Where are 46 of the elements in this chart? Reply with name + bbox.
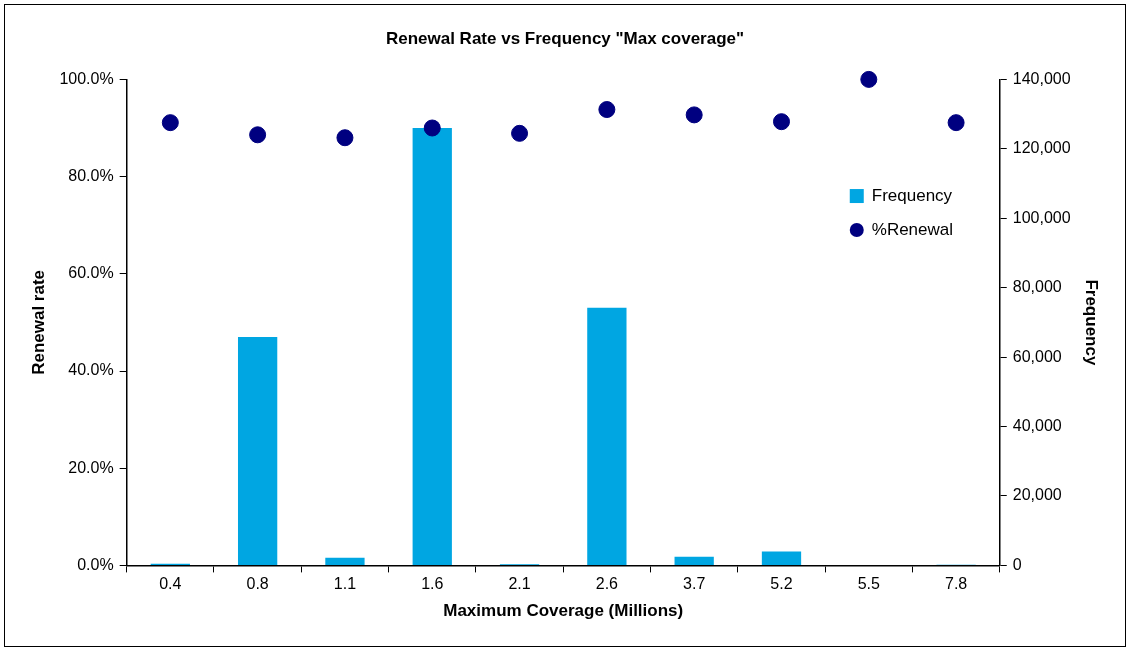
x-tick-label: 5.2: [770, 575, 793, 593]
x-tick-label: 2.6: [595, 575, 619, 593]
point: [772, 113, 790, 131]
legend-label: %Renewal: [871, 219, 954, 239]
bar: [412, 128, 452, 565]
point: [947, 114, 965, 132]
bar: [587, 307, 627, 565]
x-tick-label: 1.6: [421, 575, 444, 593]
y2-tick-label: 140,000: [1012, 69, 1071, 87]
y-tick-label: 20.0%: [68, 458, 114, 476]
y2-tick-label: 20,000: [1012, 486, 1062, 504]
bar: [325, 557, 365, 565]
x-tick-label: 7.8: [944, 575, 968, 593]
x-tick-label: 3.7: [683, 575, 706, 593]
y2-tick-label: 80,000: [1012, 278, 1062, 296]
x-tick-label: 5.5: [857, 575, 881, 593]
point: [423, 119, 441, 137]
point: [249, 126, 267, 144]
chart-title: Renewal Rate vs Frequency "Max coverage": [385, 28, 745, 48]
bar: [674, 556, 714, 565]
y-tick-label: 100.0%: [59, 69, 114, 87]
y2-tick-label: 0: [1012, 555, 1022, 573]
point: [685, 106, 703, 124]
y-tick-label: 0.0%: [77, 555, 114, 573]
y2-tick-label: 40,000: [1012, 416, 1062, 434]
y-tick-label: 80.0%: [68, 167, 114, 185]
legend-label: Frequency: [871, 185, 953, 205]
point: [161, 114, 179, 132]
x-tick-label: 2.1: [508, 575, 531, 593]
x-tick-label: 0.8: [246, 575, 269, 593]
point: [336, 129, 354, 147]
point: [860, 70, 878, 88]
y2-axis-title: Frequency: [1082, 279, 1102, 366]
y2-tick-label: 100,000: [1012, 208, 1071, 226]
y2-tick-label: 120,000: [1012, 139, 1071, 157]
x-tick-label: 0.4: [159, 575, 182, 593]
x-axis-title: Maximum Coverage (Millions): [443, 601, 684, 621]
bar: [761, 551, 802, 565]
y2-tick-label: 60,000: [1012, 347, 1062, 365]
point: [511, 124, 529, 142]
x-tick-label: 1.1: [333, 575, 357, 593]
point: [598, 101, 616, 119]
y-axis-title: Renewal rate: [28, 269, 48, 375]
y-tick-label: 40.0%: [68, 361, 114, 379]
bar: [237, 336, 278, 565]
y-tick-label: 60.0%: [68, 264, 114, 282]
